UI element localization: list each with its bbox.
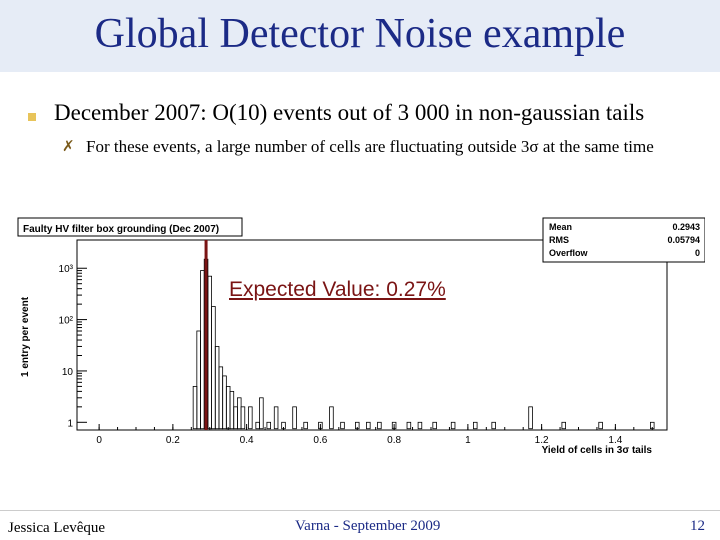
histogram-bin bbox=[266, 421, 272, 430]
expected-value-annotation: Expected Value: 0.27% bbox=[229, 278, 446, 301]
footer-event: Varna - September 2009 bbox=[295, 518, 441, 534]
histogram-bin bbox=[329, 406, 334, 430]
y-axis-label: 1 entry per event bbox=[20, 296, 31, 377]
footer-author: Jessica Levêque bbox=[8, 520, 106, 536]
histogram-bin bbox=[259, 397, 264, 430]
stat-overflow-label: Overflow bbox=[549, 248, 589, 258]
y-tick-label: 10³ bbox=[59, 264, 74, 275]
bullet-sub: For these events, a large number of cell… bbox=[86, 137, 654, 156]
x-tick-label: 0.8 bbox=[387, 435, 401, 446]
bullet-square-icon bbox=[28, 113, 36, 121]
histogram-bin bbox=[528, 406, 533, 430]
histogram-bin bbox=[491, 421, 496, 430]
histogram-bin bbox=[391, 421, 397, 430]
histogram-bin bbox=[340, 421, 345, 430]
histogram-bin bbox=[417, 421, 423, 430]
y-tick-label: 1 bbox=[67, 418, 73, 429]
histogram-bin bbox=[281, 421, 286, 430]
histogram-plot: Faulty HV filter box grounding (Dec 2007… bbox=[15, 212, 705, 462]
histogram-bin bbox=[598, 421, 603, 430]
stats-box: Mean 0.2943 RMS 0.05794 Overflow 0 bbox=[542, 217, 705, 263]
histogram-bin bbox=[240, 406, 246, 430]
histogram-bin bbox=[650, 421, 655, 430]
histogram-bin bbox=[450, 421, 456, 430]
x-tick-label: 1.4 bbox=[608, 435, 622, 446]
chart-title: Faulty HV filter box grounding (Dec 2007… bbox=[23, 224, 219, 235]
histogram-bin bbox=[273, 406, 279, 430]
title-band bbox=[0, 0, 720, 72]
y-tick-label: 10² bbox=[59, 316, 74, 327]
stat-rms-label: RMS bbox=[549, 235, 569, 245]
histogram-bin bbox=[432, 421, 437, 430]
histogram-bin bbox=[355, 421, 360, 430]
y-tick-label: 10 bbox=[62, 367, 74, 378]
stat-mean-value: 0.2943 bbox=[672, 222, 700, 232]
x-tick-label: 0.4 bbox=[240, 435, 254, 446]
histogram-bin bbox=[318, 421, 323, 430]
stat-mean-label: Mean bbox=[549, 222, 572, 232]
histogram-bin bbox=[561, 421, 566, 430]
x-tick-label: 1.2 bbox=[535, 435, 549, 446]
x-axis-label: Yield of cells in 3σ tails bbox=[542, 445, 653, 456]
slide-title: Global Detector Noise example bbox=[94, 11, 626, 57]
sub-bullet-cross-icon: ✗ bbox=[62, 139, 75, 155]
x-tick-label: 0 bbox=[96, 435, 102, 446]
stat-overflow-value: 0 bbox=[695, 248, 700, 258]
page-number: 12 bbox=[690, 518, 705, 534]
histogram-bin bbox=[248, 406, 253, 430]
histogram-bin bbox=[406, 421, 412, 430]
footer-divider bbox=[0, 510, 720, 511]
histogram-bin bbox=[292, 406, 297, 430]
title-box bbox=[17, 217, 243, 237]
x-tick-label: 0.2 bbox=[166, 435, 180, 446]
histogram-bin bbox=[377, 421, 382, 430]
bullet-main: December 2007: O(10) events out of 3 000… bbox=[54, 100, 645, 125]
x-tick-label: 0.6 bbox=[313, 435, 327, 446]
x-tick-label: 1 bbox=[465, 435, 471, 446]
histogram-bin bbox=[366, 421, 371, 430]
stat-rms-value: 0.05794 bbox=[667, 235, 700, 245]
histogram-bin bbox=[303, 421, 308, 430]
histogram-bin bbox=[473, 421, 478, 430]
